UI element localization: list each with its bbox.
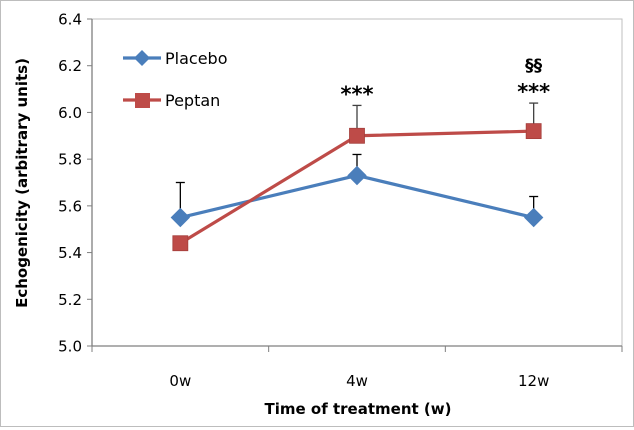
significance-stars: *** — [341, 82, 374, 106]
y-axis-label: Echogenicity (arbitrary units) — [13, 58, 31, 308]
series-group — [170, 102, 544, 252]
y-tick-label: 6.4 — [58, 11, 82, 29]
data-point-diamond — [170, 207, 191, 228]
series-placebo — [170, 153, 544, 228]
y-tick-label: 5.4 — [58, 244, 82, 262]
axes — [91, 18, 623, 347]
significance-sections: §§ — [525, 56, 543, 76]
data-point-diamond — [523, 207, 544, 228]
x-tick-label: 0w — [169, 372, 191, 390]
x-tick-label: 12w — [518, 372, 549, 390]
significance-stars: *** — [517, 80, 550, 104]
data-point-square — [349, 127, 365, 144]
x-axis-label: Time of treatment (w) — [265, 400, 452, 418]
x-tick-label: 4w — [346, 372, 368, 390]
legend-label: Peptan — [165, 91, 220, 110]
y-tick-label: 5.6 — [58, 197, 82, 215]
y-tick-label: 6.2 — [58, 57, 82, 75]
legend-label: Placebo — [165, 49, 227, 68]
y-ticks: 5.0 5.2 5.4 5.6 5.8 6.0 6.2 6.4 — [58, 11, 92, 356]
y-tick-label: 5.0 — [58, 338, 82, 356]
annotations: *** *** §§ — [341, 56, 551, 106]
legend-square-marker — [135, 93, 150, 108]
y-tick-label: 6.0 — [58, 104, 82, 122]
y-tick-label: 5.8 — [58, 151, 82, 169]
legend: Placebo Peptan — [123, 49, 227, 110]
data-point-square — [525, 123, 542, 140]
data-point-diamond — [347, 165, 367, 186]
legend-item-peptan: Peptan — [123, 91, 220, 110]
data-point-square — [172, 235, 189, 252]
x-ticks: 0w 4w 12w — [91, 346, 623, 390]
series-line — [179, 129, 534, 245]
y-tick-label: 5.2 — [58, 291, 82, 309]
series-peptan — [172, 102, 542, 252]
legend-item-placebo: Placebo — [123, 49, 227, 68]
legend-diamond-marker — [134, 50, 150, 66]
